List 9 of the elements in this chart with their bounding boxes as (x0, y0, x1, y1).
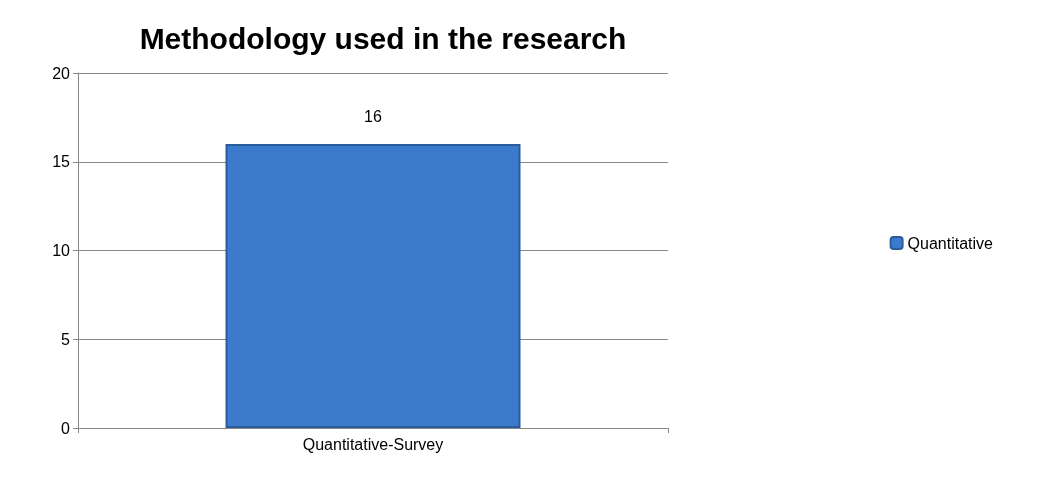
y-tick-label: 5 (61, 330, 71, 348)
x-tick-label: Quantitative-Survey (302, 435, 444, 453)
legend-label: Quantitative (907, 234, 994, 252)
data-label: 16 (364, 107, 382, 125)
y-tick-label: 0 (61, 419, 71, 437)
y-tick-label: 10 (52, 242, 71, 259)
y-tick-label: 20 (52, 64, 71, 82)
y-tick-label: 15 (52, 153, 71, 171)
chart-title: Methodology used in the research (139, 21, 627, 55)
